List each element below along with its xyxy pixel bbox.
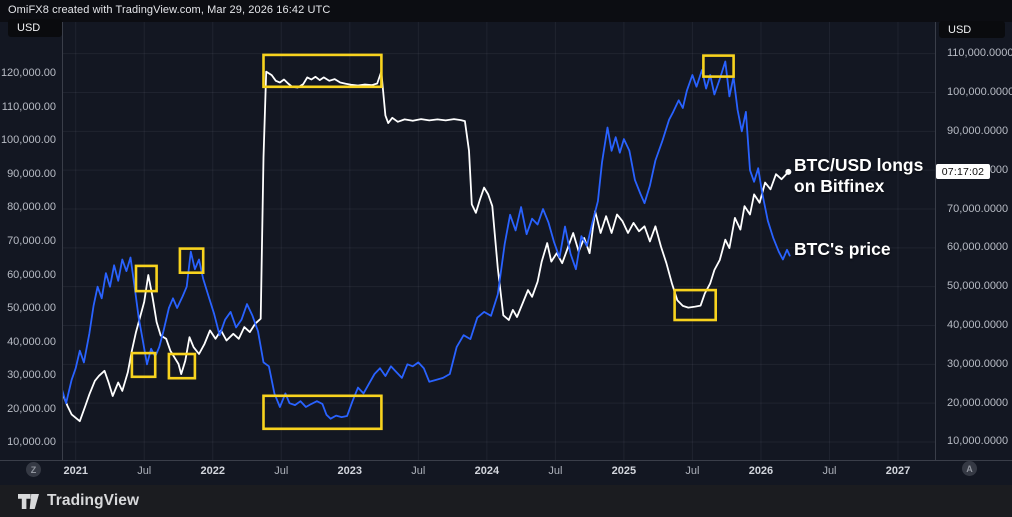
longs-series-line: [63, 70, 790, 423]
left-scale-separator: [62, 22, 63, 460]
time-axis-separator: [0, 460, 1012, 461]
highlight-boxes-layer: [130, 53, 735, 431]
left-axis-tick: 10,000.00: [7, 436, 56, 449]
time-axis-tick: Jul: [411, 465, 426, 477]
left-axis-tick: 40,000.00: [7, 335, 56, 348]
highlight-box: [167, 352, 197, 380]
attribution-bar: OmiFX8 created with TradingView.com, Mar…: [0, 0, 1012, 22]
left-axis-tick: 70,000.00: [7, 234, 56, 247]
left-axis-tick: 30,000.00: [7, 369, 56, 382]
right-axis-tick: 20,000.0000: [947, 396, 1009, 409]
btc-price-annotation: BTC's price: [794, 239, 891, 259]
right-axis-tick: 60,000.0000: [947, 241, 1009, 254]
longs-annotation-line2: on Bitfinex: [794, 176, 885, 196]
right-axis-tick: 100,000.0000: [947, 86, 1012, 98]
time-axis-tick: 2021: [63, 465, 88, 477]
time-axis-tick: Jul: [548, 465, 563, 477]
series-layer: [63, 60, 792, 423]
time-axis-tick: 2022: [200, 465, 225, 477]
highlight-box: [130, 351, 157, 379]
btc-price-series-line: [63, 60, 791, 420]
left-axis-tick: 120,000.00: [0, 66, 56, 79]
left-axis-tick: 20,000.00: [7, 402, 56, 415]
right-axis-tick: 50,000.0000: [947, 280, 1009, 293]
countdown-label: 07:17:02: [936, 164, 990, 179]
right-axis-tick: 70,000.0000: [947, 202, 1009, 215]
timezone-button[interactable]: Z: [26, 462, 41, 477]
time-axis-tick: 2027: [885, 465, 911, 477]
left-axis-tick: 110,000.00: [1, 100, 56, 113]
longs-annotation: BTC/USD longs on Bitfinex: [794, 155, 923, 197]
right-scale-separator: [935, 22, 936, 460]
time-axis-tick: Jul: [137, 465, 152, 477]
time-axis-tick: 2026: [748, 465, 774, 477]
series-end-marker: [785, 168, 792, 175]
highlight-box: [673, 288, 717, 322]
right-axis-tick: 40,000.0000: [947, 318, 1009, 331]
right-axis-tick: 90,000.0000: [947, 124, 1009, 137]
time-axis-tick: Jul: [274, 465, 289, 477]
right-price-scale-currency-button[interactable]: USD: [939, 21, 1005, 38]
footer-bar: TradingView: [0, 485, 1012, 517]
time-axis-tick: Jul: [685, 465, 700, 477]
highlight-box: [702, 54, 735, 78]
left-axis-tick: 60,000.00: [7, 268, 56, 281]
highlight-box: [134, 264, 158, 293]
time-axis-tick: Jul: [822, 465, 837, 477]
highlight-box: [262, 53, 383, 89]
attribution-text: OmiFX8 created with TradingView.com, Mar…: [8, 4, 331, 16]
auto-scale-button[interactable]: A: [962, 461, 977, 476]
highlight-box: [262, 394, 383, 431]
time-axis-tick: 2024: [474, 465, 500, 477]
highlight-box: [178, 247, 205, 275]
time-axis-tick: 2025: [611, 465, 637, 477]
left-price-scale-currency-button[interactable]: USD: [8, 19, 62, 37]
tradingview-logo-icon[interactable]: [18, 493, 39, 509]
left-axis-tick: 90,000.00: [7, 167, 56, 180]
left-axis-tick: 50,000.00: [7, 302, 56, 315]
left-axis-tick: 80,000.00: [7, 201, 56, 214]
time-axis-tick: 2023: [337, 465, 363, 477]
left-axis-tick: 100,000.00: [0, 134, 56, 147]
tradingview-brand[interactable]: TradingView: [47, 492, 140, 509]
longs-annotation-line1: BTC/USD longs: [794, 155, 924, 175]
right-axis-tick: 10,000.0000: [947, 435, 1009, 448]
right-axis-tick: 30,000.0000: [947, 357, 1009, 370]
right-axis-tick: 110,000.0000: [947, 47, 1012, 60]
